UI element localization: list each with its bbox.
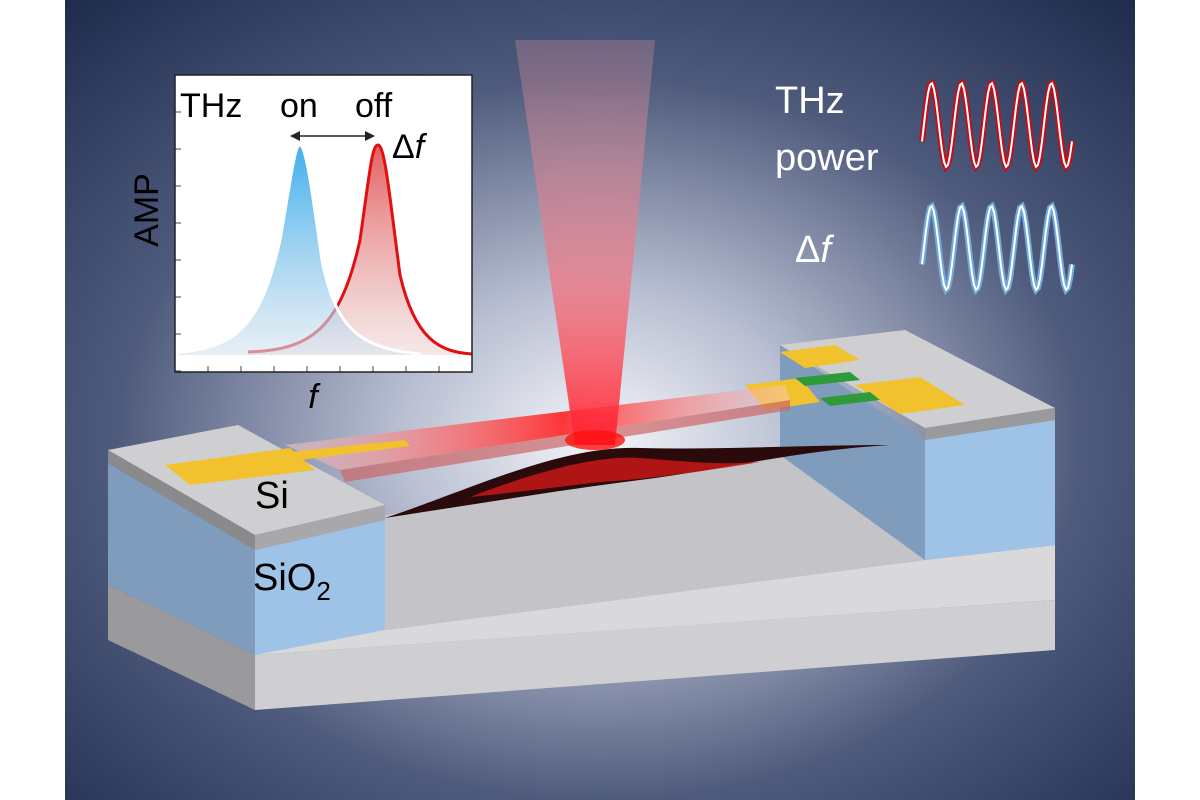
- pad: [780, 345, 860, 368]
- shift-label: Δf: [392, 128, 428, 166]
- cavity-floor: [385, 455, 925, 630]
- left-pillar-side: [108, 463, 255, 655]
- laser-spot: [565, 430, 625, 450]
- left-si-side: [108, 450, 255, 550]
- inset-ticks: [175, 111, 440, 372]
- sio2-subscript: 2: [316, 576, 330, 606]
- waves: [919, 78, 1075, 296]
- wave: [921, 81, 1073, 169]
- legend-label: THz: [775, 80, 845, 122]
- membrane-highlight: [470, 457, 760, 497]
- beam-edge: [340, 400, 790, 482]
- on-curve: [177, 143, 421, 356]
- pad: [165, 448, 315, 485]
- beam: [285, 385, 790, 470]
- left-pillar-top: [108, 425, 385, 535]
- curve-label: on: [280, 87, 318, 125]
- curve-label: off: [355, 87, 393, 125]
- substrate-top: [255, 545, 1055, 655]
- arrow-head: [290, 131, 300, 141]
- on-curve-fill: [178, 145, 420, 355]
- inset-border: [174, 74, 473, 373]
- right-pillar-front: [925, 420, 1055, 560]
- legend-label: Δf: [795, 229, 834, 271]
- resistor: [820, 392, 880, 406]
- curve-label: THz: [180, 87, 242, 125]
- off-curve-fill: [248, 145, 472, 355]
- wave: [921, 204, 1073, 292]
- pad: [855, 377, 965, 414]
- arrow-head: [365, 131, 375, 141]
- legend-label: power: [775, 137, 879, 179]
- right-si-edge: [925, 408, 1055, 440]
- substrate-front: [255, 600, 1055, 710]
- delta: Δ: [392, 128, 415, 166]
- left-si-front: [255, 505, 385, 550]
- si-label: Si: [255, 475, 289, 517]
- left-pillar-front: [255, 520, 385, 655]
- sio2-label: SiO2: [253, 557, 331, 606]
- delta: Δ: [795, 229, 820, 271]
- laser-beam: [515, 40, 655, 445]
- sio2-base: SiO: [253, 557, 316, 599]
- electrode: [290, 440, 410, 460]
- substrate-side: [108, 585, 255, 710]
- resistor: [795, 372, 860, 386]
- y-axis-label: AMP: [128, 173, 166, 247]
- variable: f: [820, 229, 834, 271]
